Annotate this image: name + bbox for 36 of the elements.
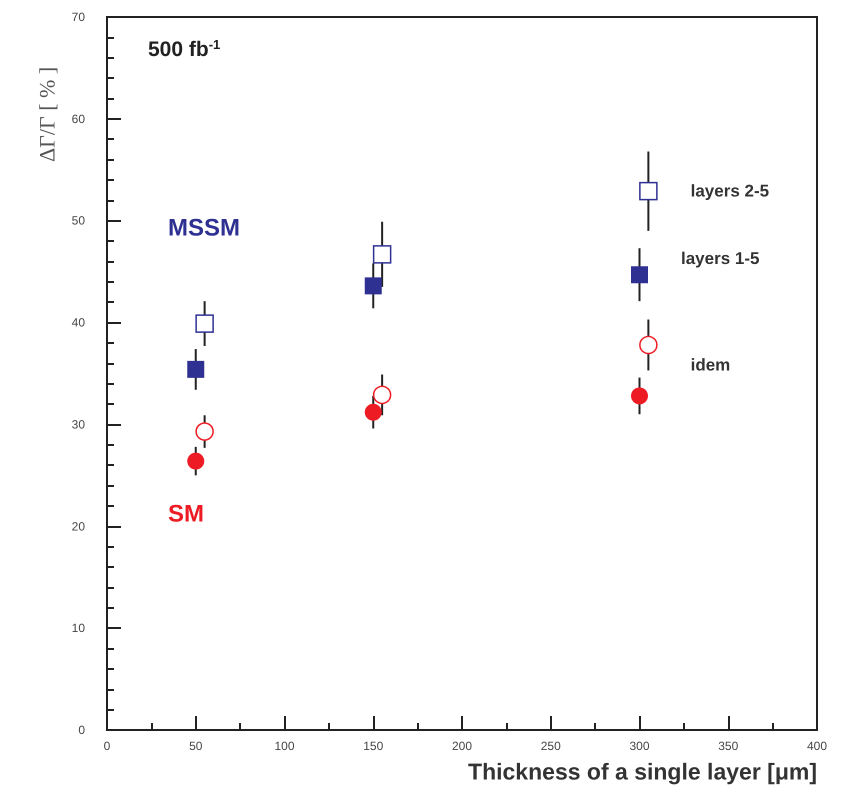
- point: [631, 387, 648, 404]
- x-tick-label: 100: [274, 739, 295, 753]
- annotation: SM: [168, 500, 204, 528]
- point: [631, 266, 648, 284]
- point: [195, 422, 214, 441]
- x-tick-label: 300: [629, 739, 650, 753]
- point: [364, 404, 382, 421]
- y-tick-label: 0: [78, 723, 86, 737]
- x-axis-title: Thickness of a single layer [μm]: [468, 758, 817, 784]
- point: [639, 336, 658, 354]
- y-tick-label: 10: [72, 621, 86, 636]
- point: [187, 360, 204, 378]
- y-tick-label: 70: [72, 10, 86, 24]
- y-tick-label: 20: [72, 519, 86, 534]
- y-axis-title: ΔΓ/Γ [ % ]: [34, 66, 60, 162]
- point: [639, 182, 658, 200]
- series-label: layers 1-5: [681, 249, 760, 268]
- series-label: layers 2-5: [690, 182, 770, 201]
- x-tick-label: 0: [104, 739, 111, 753]
- y-tick-label: 30: [72, 417, 86, 432]
- point: [372, 245, 392, 264]
- x-tick-label: 250: [540, 739, 562, 753]
- y-tick-label: 60: [72, 112, 86, 126]
- point: [195, 314, 214, 333]
- point: [364, 277, 382, 294]
- x-tick-label: 400: [806, 739, 828, 753]
- annotation: MSSM: [168, 214, 240, 242]
- x-tick-label: 150: [363, 739, 384, 753]
- y-tick-label: 50: [72, 214, 86, 228]
- x-tick-label: 350: [718, 739, 739, 753]
- x-tick-label: 50: [189, 739, 203, 753]
- text: idem: [690, 355, 730, 374]
- point: [187, 452, 204, 470]
- point: [372, 386, 392, 404]
- x-tick-label: 200: [452, 739, 472, 753]
- y-tick-label: 40: [72, 316, 86, 330]
